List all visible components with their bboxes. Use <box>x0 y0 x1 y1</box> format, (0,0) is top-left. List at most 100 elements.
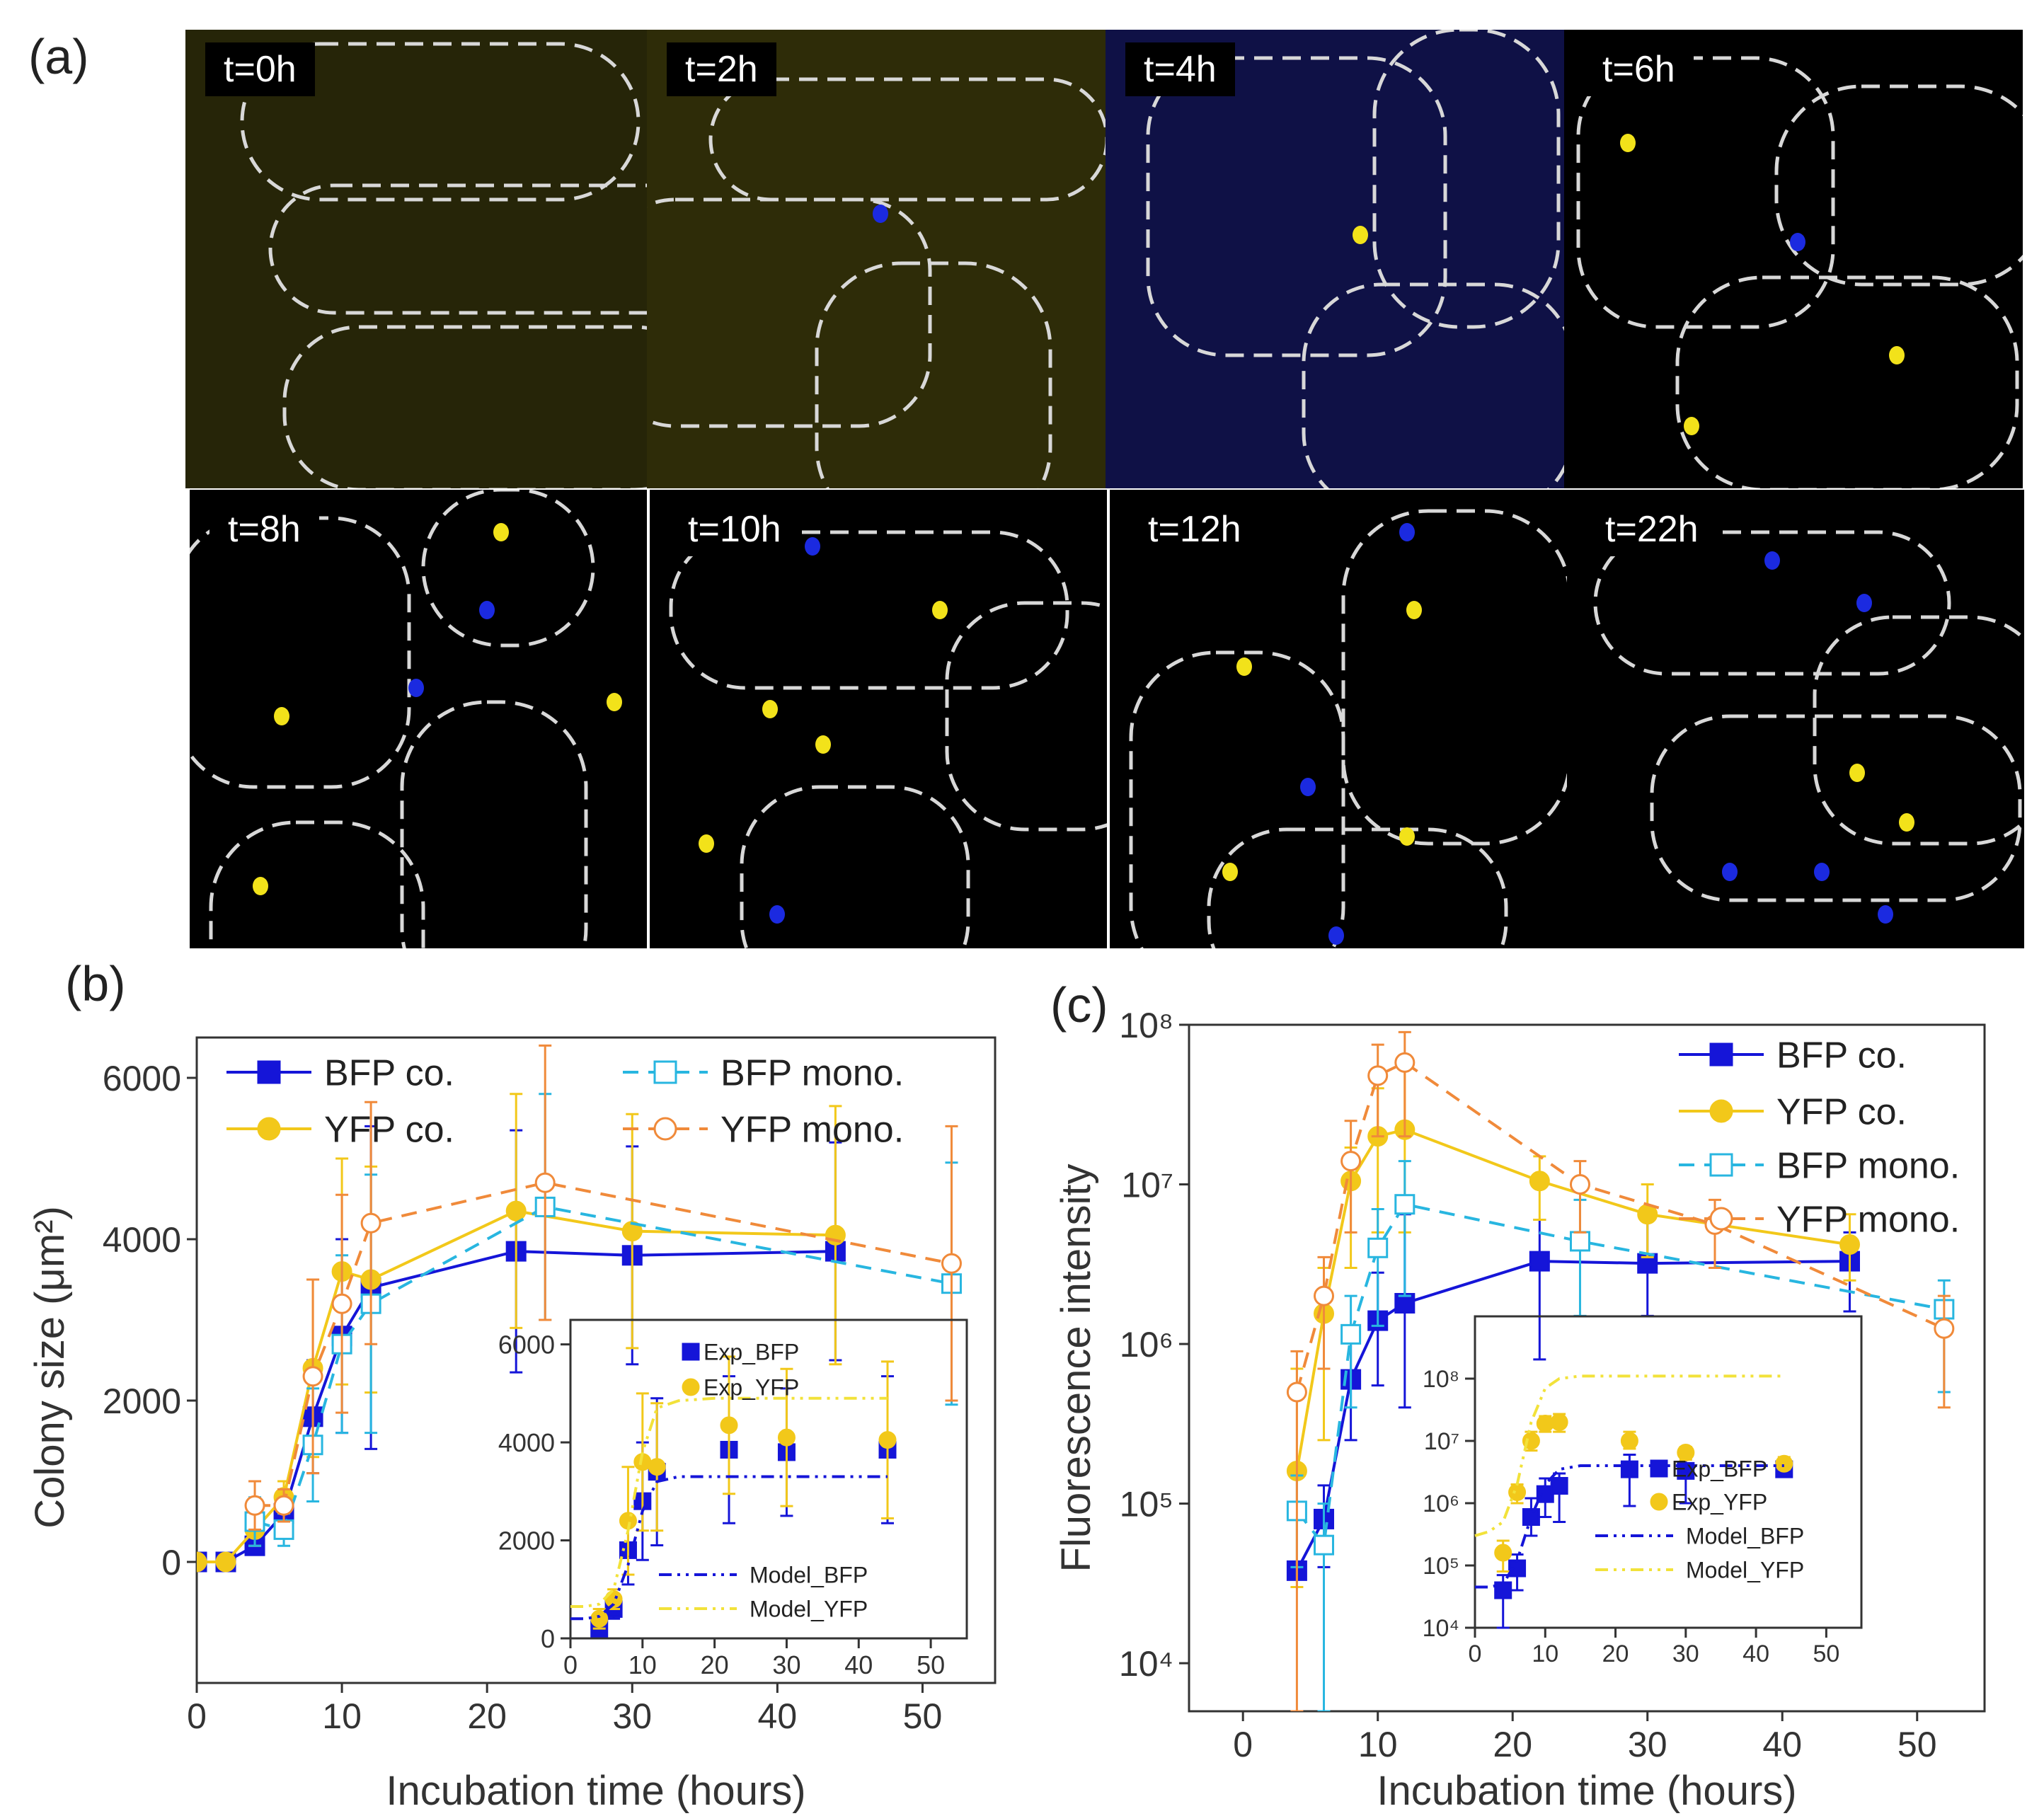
x-tick-label: 40 <box>1742 1640 1769 1667</box>
y-tick-label: 10⁷ <box>1424 1428 1459 1455</box>
micrograph-tile: t=22h <box>1567 490 2024 948</box>
yfp-cell-dot <box>1849 764 1865 782</box>
series-line <box>197 1250 836 1563</box>
y-tick-label: 6000 <box>498 1331 555 1360</box>
cell-outline <box>1372 30 1561 329</box>
series-line <box>1295 1061 1945 1393</box>
y-tick-label: 10⁸ <box>1423 1366 1459 1393</box>
yfp-cell-dot <box>1899 813 1914 832</box>
cell-outline <box>1650 714 2022 902</box>
yfp-cell-dot <box>607 693 622 711</box>
yfp-cell-dot <box>1353 226 1368 244</box>
data-point <box>1494 1544 1512 1562</box>
x-tick-label: 0 <box>187 1696 207 1736</box>
cell-outline <box>1207 827 1508 948</box>
yfp-cell-dot <box>699 834 714 853</box>
cell-outline <box>815 261 1052 488</box>
data-point <box>215 1551 236 1573</box>
x-axis-title: Incubation time (hours) <box>1377 1768 1796 1814</box>
legend-item: YFP co. <box>226 1110 454 1151</box>
y-tick-label: 10⁷ <box>1121 1166 1173 1205</box>
micrograph-drawing <box>1576 56 2023 488</box>
yfp-cell-dot <box>1236 657 1252 676</box>
data-point <box>1394 1052 1416 1073</box>
data-point <box>1340 1323 1362 1345</box>
micrograph-drawing <box>1146 30 1564 488</box>
data-point <box>1839 1234 1860 1255</box>
data-point <box>1620 1432 1638 1450</box>
x-tick-label: 0 <box>1233 1725 1253 1764</box>
inset-legend-item: Model_YFP <box>659 1597 868 1622</box>
yfp-cell-dot <box>274 707 289 725</box>
micrograph-drawing <box>240 42 647 488</box>
cell-outline <box>209 820 425 948</box>
legend-label: YFP co. <box>324 1110 454 1151</box>
y-tick-label: 0 <box>541 1624 555 1653</box>
micrograph-tile: t=12h <box>1110 490 1567 948</box>
legend-label: Exp_BFP <box>1672 1456 1767 1482</box>
data-point <box>653 1117 677 1141</box>
yfp-cell-dot <box>1620 134 1636 152</box>
y-tick-label: 10⁶ <box>1120 1325 1173 1364</box>
bfp-cell-dot <box>805 537 820 556</box>
legend-item: YFP mono. <box>1679 1200 1960 1241</box>
cell-outline <box>669 530 1069 690</box>
cell-outline <box>1813 615 2024 846</box>
bfp-cell-dot <box>1878 905 1893 924</box>
data-point <box>505 1200 527 1222</box>
inset-legend-item: Exp_BFP <box>1650 1456 1767 1482</box>
x-tick-label: 10 <box>1358 1725 1398 1764</box>
micrograph-tile: t=6h <box>1564 30 2023 488</box>
yfp-cell-dot <box>1399 827 1415 846</box>
legend-label: Model_BFP <box>750 1563 868 1588</box>
y-tick-label: 10⁸ <box>1119 1006 1173 1045</box>
bfp-cell-dot <box>1300 778 1316 796</box>
data-point <box>273 1519 294 1540</box>
series-line <box>1474 1374 1784 1537</box>
micrograph-drawing <box>1593 530 2024 924</box>
data-point <box>1367 1065 1389 1086</box>
y-tick-label: 2000 <box>103 1381 181 1421</box>
x-tick-label: 10 <box>322 1696 362 1736</box>
legend-item: YFP mono. <box>623 1110 904 1151</box>
legend-label: Exp_BFP <box>704 1340 799 1365</box>
cell-outline <box>1774 84 2023 287</box>
cell-outline <box>1302 282 1564 488</box>
micrograph-tile: t=10h <box>650 490 1107 948</box>
data-point <box>590 1609 609 1628</box>
bfp-cell-dot <box>1790 233 1805 251</box>
data-point <box>1286 1381 1307 1403</box>
series-yfp_mono <box>244 1044 962 1531</box>
bfp-cell-dot <box>873 205 888 223</box>
legend-label: BFP mono. <box>720 1053 904 1094</box>
inset-frame <box>569 1318 968 1640</box>
x-tick-label: 30 <box>772 1650 800 1679</box>
y-tick-label: 10⁴ <box>1119 1644 1173 1684</box>
data-point <box>653 1060 677 1084</box>
data-point <box>534 1172 556 1193</box>
legend-label: BFP co. <box>1776 1035 1907 1076</box>
data-point <box>360 1212 381 1234</box>
micrograph-panel: (a) t=0h t=2h t=4h t=6h t=8h t=10h t=12h t=22h <box>28 29 2024 948</box>
data-point <box>1650 1459 1668 1478</box>
inset-legend-item: Exp_YFP <box>1650 1490 1767 1515</box>
cell-outline <box>400 700 588 948</box>
x-tick-label: 30 <box>612 1696 652 1736</box>
time-label: t=0h <box>205 42 315 96</box>
time-label: t=2h <box>667 42 776 96</box>
micrograph-tile: t=4h <box>1106 30 1564 488</box>
legend-label: Exp_YFP <box>704 1375 799 1401</box>
legend-item: BFP co. <box>226 1053 454 1094</box>
series-yfp_model <box>570 1396 888 1608</box>
fluorescence-chart: 0 10 20 30 40 50 10⁴ 10⁵ 10⁶ 10⁷ 10⁸ Incubation tim… <box>1053 1006 1986 1814</box>
plot-frame <box>1188 1023 1986 1713</box>
bfp-cell-dot <box>1328 926 1344 945</box>
bfp-cell-dot <box>1764 551 1780 570</box>
cell-outline <box>1675 275 2019 488</box>
cell-outline <box>740 785 970 948</box>
y-tick-label: 4000 <box>103 1220 181 1260</box>
data-point <box>1709 1153 1733 1177</box>
x-tick-label: 30 <box>1672 1640 1699 1667</box>
yfp-cell-dot <box>932 601 948 619</box>
yfp-cell-dot <box>1222 863 1238 881</box>
